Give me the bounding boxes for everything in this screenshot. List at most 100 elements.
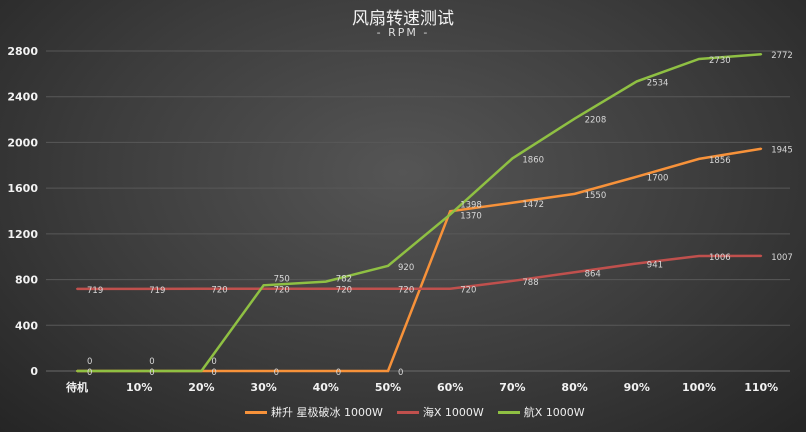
x-tick-label: 10% (126, 381, 152, 394)
data-label: 864 (585, 269, 601, 279)
data-point (573, 192, 576, 195)
y-tick-label: 0 (30, 365, 38, 378)
y-tick-label: 2800 (7, 45, 38, 58)
series-line (77, 52, 762, 373)
legend-label: 耕升 星极破冰 1000W (271, 406, 383, 419)
data-label: 1007 (771, 253, 793, 263)
data-label: 720 (460, 286, 476, 296)
x-tick-label: 30% (250, 381, 276, 394)
data-label: 1006 (709, 253, 731, 263)
data-point (698, 58, 700, 60)
data-point (511, 157, 514, 160)
x-tick-label: 40% (313, 381, 339, 394)
data-label: 719 (87, 286, 103, 296)
x-tick-label: 80% (561, 381, 587, 394)
data-point (76, 287, 78, 290)
legend-swatch (396, 410, 419, 414)
data-label: 1945 (771, 146, 793, 156)
data-label: 719 (149, 286, 165, 296)
data-label: 0 (87, 368, 92, 378)
data-label: 2208 (585, 116, 607, 126)
data-point (138, 287, 141, 290)
data-label: 1398 (460, 200, 482, 210)
chart-title: 风扇转速测试 (352, 9, 454, 29)
x-tick-label: 110% (744, 381, 778, 394)
data-label: 720 (398, 286, 414, 296)
x-tick-label: 90% (624, 381, 650, 394)
data-point (698, 255, 700, 258)
x-tick-label: 20% (188, 381, 214, 394)
data-point (449, 210, 452, 213)
data-point (200, 370, 203, 372)
data-label: 920 (398, 263, 414, 273)
data-point (262, 370, 265, 372)
data-point (324, 370, 327, 372)
data-point (262, 284, 265, 287)
data-point (760, 53, 763, 56)
data-point (760, 147, 763, 150)
data-label: 2534 (647, 78, 669, 88)
data-point (573, 271, 576, 274)
x-tick-label: 100% (682, 381, 716, 394)
data-point (698, 157, 700, 160)
data-point (635, 80, 638, 83)
y-tick-label: 1600 (7, 182, 38, 195)
data-point (387, 287, 389, 290)
series-line (77, 254, 762, 291)
data-point (324, 287, 327, 290)
data-point (200, 287, 203, 290)
y-tick-label: 1200 (7, 228, 38, 241)
data-label: 2772 (771, 51, 793, 61)
x-tick-label: 60% (437, 381, 463, 394)
data-point (76, 370, 78, 372)
data-label: 0 (398, 368, 403, 378)
data-point (511, 201, 514, 204)
legend-label: 航X 1000W (523, 406, 585, 419)
x-tick-label: 70% (499, 381, 525, 394)
data-point (449, 287, 452, 290)
data-label: 782 (336, 275, 352, 285)
chart-subtitle: - RPM - (376, 26, 430, 39)
data-label: 720 (274, 286, 290, 296)
data-label: 2730 (709, 56, 731, 66)
data-label: 1700 (647, 174, 669, 184)
data-point (573, 117, 576, 120)
legend-item: 航X 1000W (497, 404, 585, 420)
x-tick-label: 待机 (65, 380, 88, 394)
data-label: 750 (274, 275, 290, 285)
data-point (387, 370, 389, 372)
legend-item: 耕升 星极破冰 1000W (245, 404, 383, 420)
data-label: 1856 (709, 156, 731, 166)
data-point (387, 264, 389, 267)
data-label: 720 (211, 286, 227, 296)
data-label: 0 (149, 368, 154, 378)
data-label: 788 (522, 278, 538, 288)
y-tick-label: 2400 (7, 91, 38, 104)
data-label: 0 (274, 368, 279, 378)
y-tick-label: 800 (15, 274, 38, 287)
legend-label: 海X 1000W (422, 406, 484, 419)
data-label: 0 (336, 368, 341, 378)
y-tick-label: 400 (15, 319, 38, 332)
data-label: 1860 (522, 155, 544, 165)
legend-swatch (245, 410, 267, 414)
data-label: 941 (647, 260, 663, 270)
data-point (138, 370, 141, 372)
data-label: 1550 (585, 191, 607, 201)
x-tick-label: 50% (375, 381, 401, 394)
data-label: 720 (336, 286, 352, 296)
legend-item: 海X 1000W (396, 404, 484, 420)
data-point (635, 175, 638, 178)
y-tick-label: 2000 (7, 136, 38, 149)
data-point (635, 262, 638, 265)
data-label: 0 (211, 368, 216, 378)
data-point (324, 280, 327, 283)
data-label: 1472 (522, 200, 544, 210)
data-label: 0 (211, 357, 216, 367)
data-label: 0 (87, 357, 92, 367)
data-point (262, 287, 265, 290)
data-point (511, 279, 514, 282)
legend-swatch (497, 410, 520, 414)
